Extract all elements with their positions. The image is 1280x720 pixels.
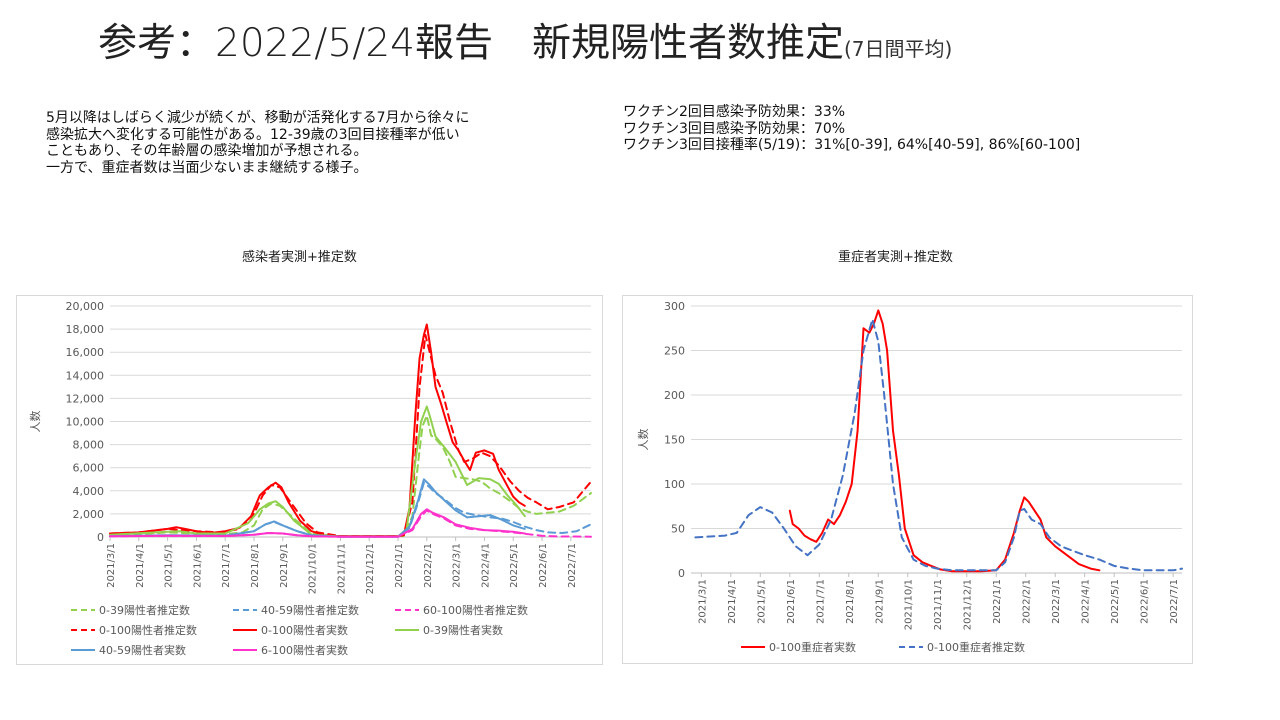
y-tick-label: 300	[664, 300, 685, 313]
x-tick-label: 2022/1/1	[992, 579, 1003, 624]
y-axis-label: 人数	[637, 429, 650, 451]
x-tick-label: 2022/4/1	[1081, 579, 1092, 624]
y-axis-label: 人数	[29, 411, 42, 433]
x-tick-label: 2022/6/1	[538, 543, 549, 588]
y-tick-label: 50	[671, 523, 685, 536]
legend-label: 0-100重症者推定数	[927, 640, 1025, 654]
series-line	[694, 318, 1183, 572]
series-line	[788, 309, 1101, 573]
infections-chart: 0 2,000 4,000 6,000 8,000 10,000 12,000 14,000 1…	[29, 300, 592, 657]
vaccine-note: ワクチン2回目感染予防効果：33%	[623, 104, 846, 120]
series-line	[109, 323, 526, 538]
x-tick-label: 2021/10/1	[308, 543, 319, 594]
x-tick-label: 2022/3/1	[452, 543, 463, 588]
x-tick-label: 2021/10/1	[904, 579, 915, 630]
x-tick-label: 2021/5/1	[164, 543, 175, 588]
x-tick-label: 2021/7/1	[221, 543, 232, 588]
y-tick-label: 200	[664, 389, 685, 402]
y-tick-label: 10,000	[66, 416, 105, 429]
x-tick-label: 2022/2/1	[423, 543, 434, 588]
series-line	[109, 478, 526, 538]
y-tick-label: 0	[678, 567, 685, 580]
x-tick-label: 2021/12/1	[365, 543, 376, 594]
y-tick-label: 16,000	[66, 346, 105, 359]
x-tick-label: 2021/8/1	[845, 579, 856, 624]
y-tick-label: 4,000	[73, 485, 105, 498]
note-line: こともあり、その年齢層の感染増加が予想される。	[46, 143, 368, 159]
y-tick-label: 14,000	[66, 369, 105, 382]
x-tick-label: 2021/8/1	[250, 543, 261, 588]
x-tick-label: 2022/7/1	[1169, 579, 1180, 624]
x-tick-label: 2021/11/1	[933, 579, 944, 630]
legend-label: 60-100陽性者推定数	[423, 603, 528, 617]
note-line: 5月以降はしばらく減少が続くが、移動が活発化する7月から徐々に	[46, 110, 470, 126]
legend-label: 40-59陽性者実数	[99, 643, 186, 657]
x-tick-label: 2022/2/1	[1022, 579, 1033, 624]
series-line	[109, 414, 592, 538]
x-tick-label: 2022/1/1	[394, 543, 405, 588]
y-tick-label: 150	[664, 434, 685, 447]
x-tick-label: 2022/5/1	[509, 543, 520, 588]
x-tick-label: 2022/3/1	[1051, 579, 1062, 624]
x-tick-label: 2021/6/1	[786, 579, 797, 624]
legend-label: 0-39陽性者推定数	[99, 603, 190, 617]
y-tick-label: 100	[664, 478, 685, 491]
title-sub: (7日間平均)	[843, 37, 953, 61]
x-tick-label: 2021/9/1	[874, 579, 885, 624]
x-tick-label: 2021/9/1	[279, 543, 290, 588]
legend-label: 0-100陽性者推定数	[99, 623, 197, 637]
y-tick-label: 12,000	[66, 392, 105, 405]
y-tick-label: 0	[97, 531, 104, 544]
y-tick-label: 20,000	[66, 300, 105, 313]
chart1-title: 感染者実測+推定数	[242, 250, 357, 265]
x-tick-label: 2021/4/1	[135, 543, 146, 588]
x-tick-label: 2021/3/1	[697, 579, 708, 624]
vaccine-note: ワクチン3回目感染予防効果：70%	[623, 120, 846, 137]
severe-chart-panel: 0 50 100 150 200 250 300 人数 2021/3/1 2021/4/1 2021…	[622, 295, 1193, 664]
x-tick-label: 2021/4/1	[727, 579, 738, 624]
x-tick-label: 2021/6/1	[192, 543, 203, 588]
x-tick-label: 2022/4/1	[480, 543, 491, 588]
y-tick-label: 18,000	[66, 323, 105, 336]
page-title: 参考：2022/5/24報告 新規陽性者数推定(7日間平均)	[98, 12, 952, 68]
y-tick-label: 8,000	[73, 439, 105, 452]
legend-label: 0-100重症者実数	[769, 640, 856, 654]
notes-right: ワクチン2回目感染予防効果：33% ワクチン3回目感染予防効果：70% ワクチン…	[623, 104, 1080, 154]
chart2-title: 重症者実測+推定数	[838, 250, 953, 265]
note-line: 一方で、重症者数は当面少ないまま継続する様子。	[46, 159, 368, 176]
x-tick-label: 2021/5/1	[756, 579, 767, 624]
x-tick-label: 2021/11/1	[336, 543, 347, 594]
legend-label: 0-100陽性者実数	[261, 623, 348, 637]
x-tick-label: 2021/3/1	[106, 543, 117, 588]
legend-label: 6-100陽性者実数	[261, 643, 348, 657]
y-tick-label: 2,000	[73, 508, 105, 521]
series-line	[109, 481, 592, 538]
vaccine-note: ワクチン3回目接種率(5/19)：31%[0-39], 64%[40-59], …	[623, 137, 1081, 153]
x-tick-label: 2021/12/1	[963, 579, 974, 630]
y-tick-label: 250	[664, 345, 685, 358]
legend-label: 40-59陽性者推定数	[261, 603, 359, 617]
x-tick-label: 2022/7/1	[567, 543, 578, 588]
infections-chart-panel: 0 2,000 4,000 6,000 8,000 10,000 12,000 14,000 1…	[16, 295, 603, 665]
y-tick-label: 6,000	[73, 462, 105, 475]
notes-left: 5月以降はしばらく減少が続くが、移動が活発化する7月から徐々に 感染拡大へ変化す…	[46, 110, 470, 176]
note-line: 感染拡大へ変化する可能性がある。12-39歳の3回目接種率が低い	[46, 126, 460, 143]
severe-chart: 0 50 100 150 200 250 300 人数 2021/3/1 2021/4/1 2021…	[637, 300, 1183, 654]
legend-label: 0-39陽性者実数	[423, 623, 503, 637]
series-line	[109, 508, 526, 538]
series-line	[109, 333, 592, 538]
series-line	[109, 405, 526, 538]
x-tick-label: 2021/7/1	[815, 579, 826, 624]
x-tick-label: 2022/6/1	[1140, 579, 1151, 624]
x-tick-label: 2022/5/1	[1110, 579, 1121, 624]
title-main: 参考：2022/5/24報告 新規陽性者数推定	[98, 21, 844, 66]
